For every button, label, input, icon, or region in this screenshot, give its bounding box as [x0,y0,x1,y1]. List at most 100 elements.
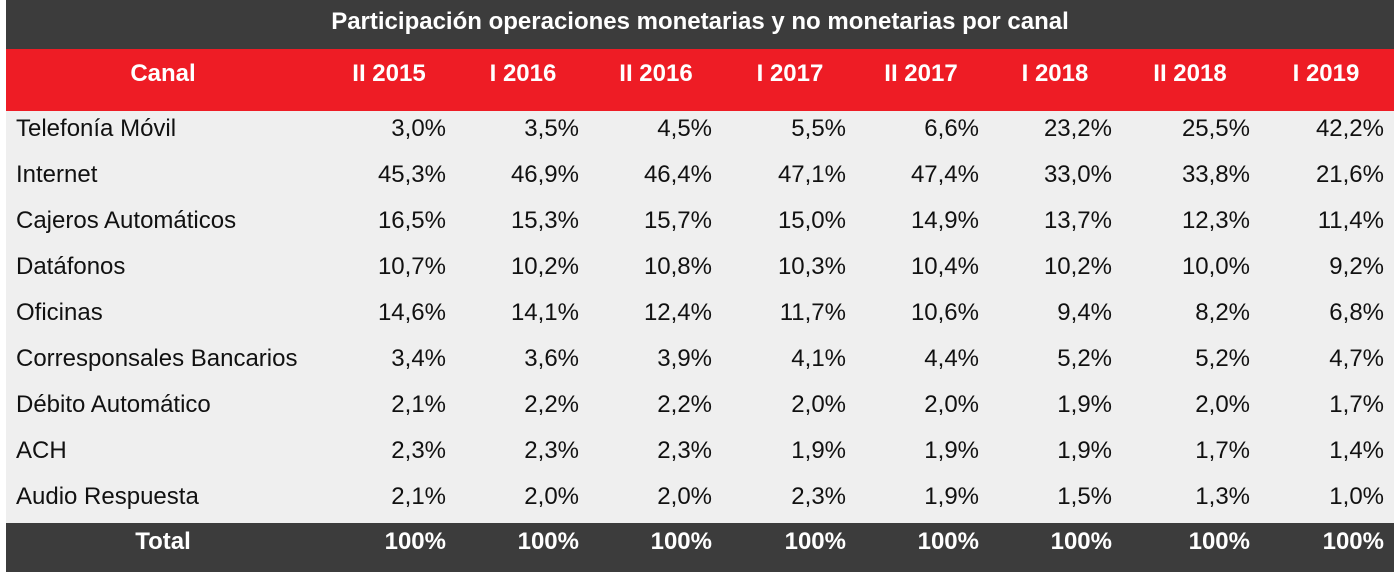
row-value-cell: 45,3% [377,161,446,188]
row-value-cell: 12,3% [1181,207,1250,234]
table-row: Telefonía Móvil 3,0% 3,5% 4,5% 5,5% 6,6% 23,2%… [6,111,1394,157]
row-value-cell: 2,3% [657,437,712,464]
row-value-cell: 1,5% [1057,483,1112,510]
total-value-cell: 100% [650,528,712,555]
table-row: Internet 45,3% 46,9% 46,4% 47,1% 47,4% 33,0% 33… [6,157,1394,203]
row-value-cell: 1,0% [1329,483,1384,510]
row-value-cell: 21,6% [1315,161,1384,188]
row-value-cell: 15,3% [510,207,579,234]
row-value-cell: 11,4% [1317,207,1384,234]
row-value-cell: 6,6% [924,115,979,142]
row-value-cell: 47,4% [910,161,979,188]
row-value-cell: 5,5% [791,115,846,142]
row-value-cell: 11,7% [779,299,846,326]
row-value-cell: 47,1% [777,161,846,188]
row-value-cell: 8,2% [1195,299,1250,326]
total-label: Total [135,528,191,555]
total-value-cell: 100% [917,528,979,555]
row-channel-label: Oficinas [16,299,103,326]
row-channel-label: ACH [16,437,67,464]
row-value-cell: 6,8% [1329,299,1384,326]
row-value-cell: 10,0% [1181,253,1250,280]
total-value-cell: 100% [1050,528,1112,555]
row-value-cell: 5,2% [1195,345,1250,372]
row-value-cell: 33,8% [1181,161,1250,188]
channel-participation-table: Participación operaciones monetarias y n… [6,0,1394,572]
row-value-cell: 25,5% [1181,115,1250,142]
row-value-cell: 23,2% [1043,115,1112,142]
row-channel-label: Cajeros Automáticos [16,207,237,234]
row-value-cell: 14,1% [510,299,579,326]
table-row: Datáfonos 10,7% 10,2% 10,8% 10,3% 10,4% 10,2% 1… [6,249,1394,295]
row-channel-label: Telefonía Móvil [16,115,177,142]
row-value-cell: 2,3% [391,437,446,464]
row-value-cell: 3,5% [524,115,579,142]
total-value-cell: 100% [1188,528,1250,555]
row-value-cell: 9,4% [1057,299,1112,326]
total-value-cell: 100% [384,528,446,555]
total-value-cell: 100% [1322,528,1384,555]
row-value-cell: 1,9% [924,437,979,464]
row-value-cell: 2,0% [1195,391,1250,418]
row-value-cell: 10,4% [910,253,979,280]
row-value-cell: 3,6% [524,345,579,372]
header-period: II 2017 [884,60,958,87]
row-value-cell: 4,7% [1329,345,1384,372]
row-value-cell: 2,2% [657,391,712,418]
row-value-cell: 16,5% [377,207,446,234]
header-period: I 2017 [756,60,824,87]
row-value-cell: 1,4% [1329,437,1384,464]
row-value-cell: 10,3% [777,253,846,280]
row-channel-label: Audio Respuesta [16,483,199,510]
row-value-cell: 10,6% [910,299,979,326]
row-value-cell: 1,9% [1057,437,1112,464]
row-value-cell: 12,4% [643,299,712,326]
row-value-cell: 10,7% [377,253,446,280]
header-period: I 2019 [1292,60,1360,87]
row-value-cell: 46,9% [510,161,579,188]
header-period: I 2018 [1021,60,1089,87]
row-value-cell: 4,4% [924,345,979,372]
table-row: Oficinas 14,6% 14,1% 12,4% 11,7% 10,6% 9,4% 8,2… [6,295,1394,341]
table-row: Audio Respuesta 2,1% 2,0% 2,0% 2,3% 1,9% 1,5% 1… [6,479,1394,525]
header-period: II 2015 [352,60,426,87]
row-value-cell: 14,9% [910,207,979,234]
row-value-cell: 14,6% [377,299,446,326]
table-row: Débito Automático 2,1% 2,2% 2,2% 2,0% 2,0% 1,9… [6,387,1394,433]
row-value-cell: 2,0% [524,483,579,510]
header-canal: Canal [130,60,196,87]
row-value-cell: 1,7% [1329,391,1384,418]
row-value-cell: 46,4% [643,161,712,188]
total-value-cell: 100% [784,528,846,555]
row-value-cell: 1,3% [1195,483,1250,510]
row-value-cell: 1,9% [1057,391,1112,418]
row-value-cell: 3,9% [657,345,712,372]
row-value-cell: 2,0% [791,391,846,418]
table-row: Corresponsales Bancarios 3,4% 3,6% 3,9% 4,1%… [6,341,1394,387]
row-channel-label: Datáfonos [16,253,126,280]
row-value-cell: 2,2% [524,391,579,418]
row-value-cell: 2,0% [657,483,712,510]
table-header-row: Canal II 2015 I 2016 II 2016 I 2017 II 2017 I … [6,49,1394,111]
row-value-cell: 3,0% [391,115,446,142]
row-value-cell: 15,0% [777,207,846,234]
table-title: Participación operaciones monetarias y n… [6,0,1394,49]
table-total-row: Total 100% 100% 100% 100% 100% 100% 100% 100% [6,523,1394,572]
row-value-cell: 3,4% [391,345,446,372]
row-value-cell: 4,1% [791,345,846,372]
header-period: I 2016 [489,60,557,87]
row-value-cell: 10,8% [643,253,712,280]
row-value-cell: 2,3% [524,437,579,464]
total-value-cell: 100% [517,528,579,555]
row-value-cell: 9,2% [1329,253,1384,280]
row-value-cell: 10,2% [510,253,579,280]
row-value-cell: 4,5% [657,115,712,142]
row-value-cell: 15,7% [643,207,712,234]
row-channel-label: Internet [16,161,98,188]
row-value-cell: 1,9% [791,437,846,464]
row-value-cell: 2,0% [924,391,979,418]
row-value-cell: 2,1% [391,483,446,510]
row-value-cell: 1,7% [1195,437,1250,464]
row-value-cell: 42,2% [1315,115,1384,142]
header-period: II 2018 [1153,60,1227,87]
